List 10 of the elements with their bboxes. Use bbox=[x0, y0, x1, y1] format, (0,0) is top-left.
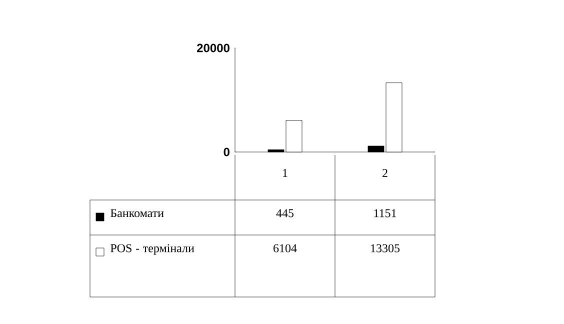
legend-label: Банкомати bbox=[110, 209, 164, 218]
data-label: 1151 bbox=[374, 209, 396, 218]
legend-label: POS - термінали bbox=[110, 244, 194, 255]
data-label: 6104 bbox=[274, 244, 297, 252]
x-tick-label: 2 bbox=[382, 169, 388, 177]
x-tick-label: 1 bbox=[283, 169, 288, 177]
data-label: 13305 bbox=[371, 244, 400, 252]
y-tick-label: 0 bbox=[224, 148, 230, 156]
data-label: 445 bbox=[276, 209, 294, 218]
y-tick-label: 20000 bbox=[197, 44, 230, 52]
